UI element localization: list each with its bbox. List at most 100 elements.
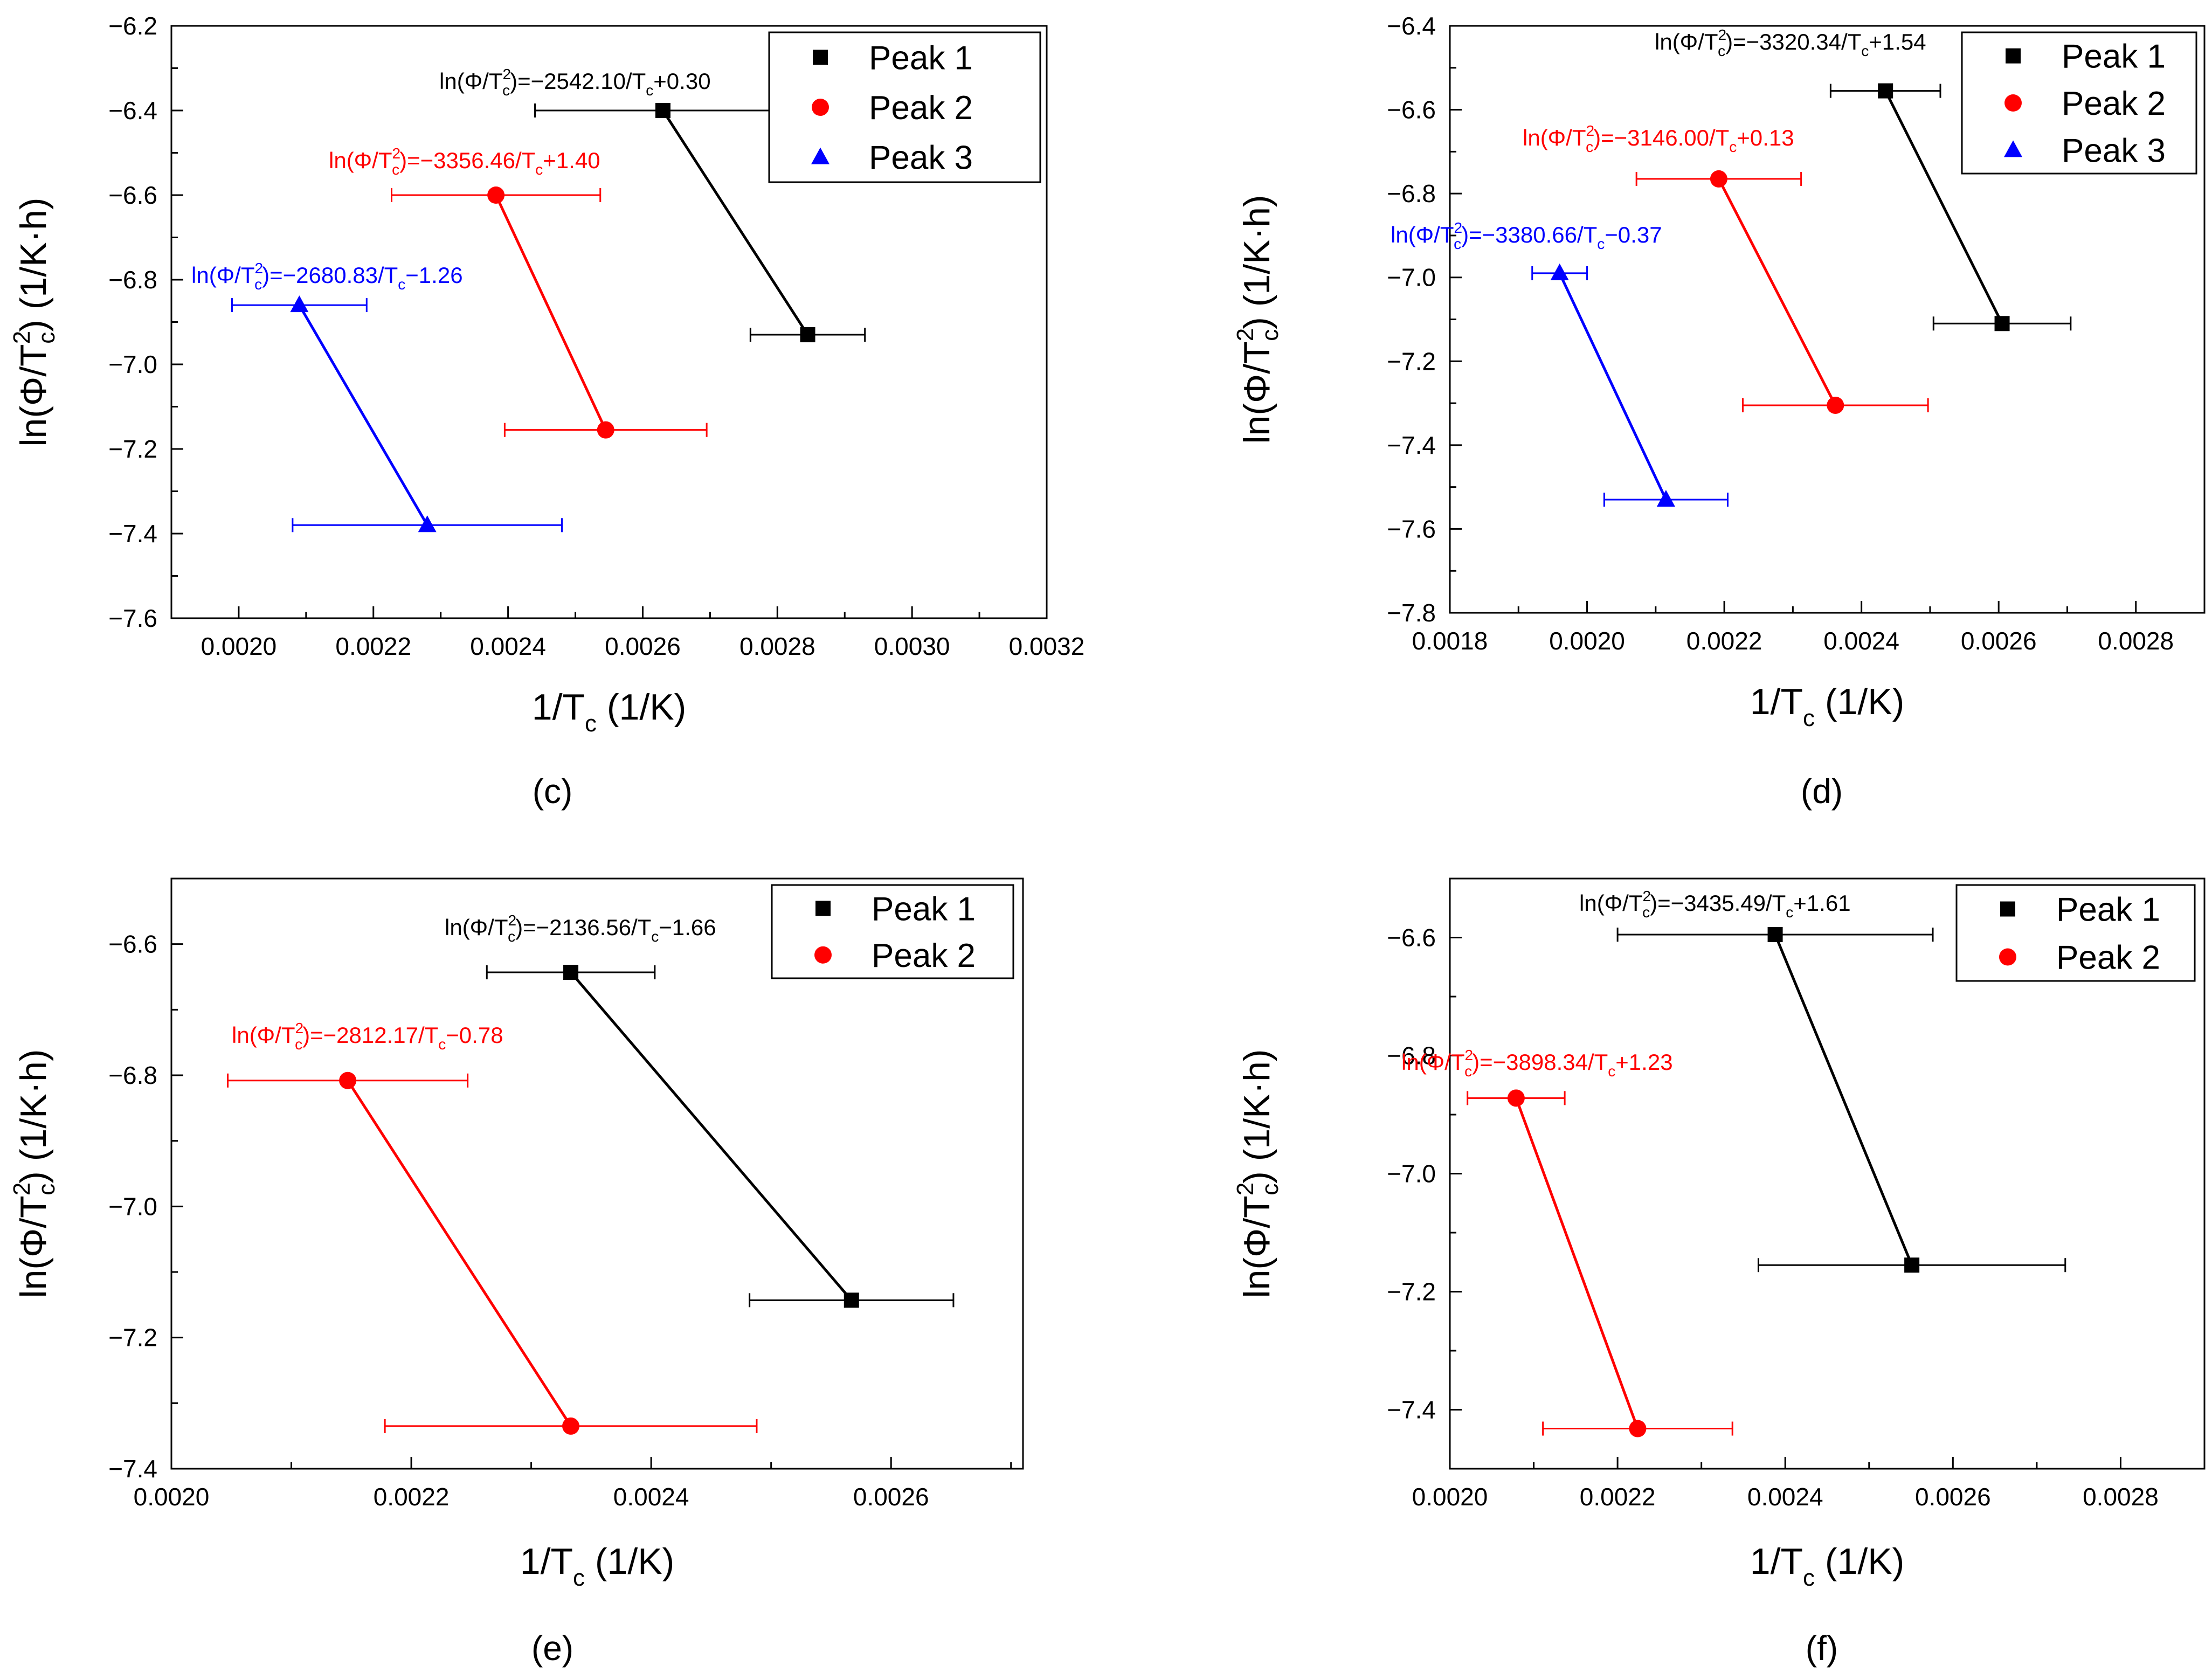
data-point (1994, 316, 2010, 331)
legend-marker (2006, 48, 2021, 64)
x-tick-label: 0.0024 (1823, 627, 1899, 655)
legend-label: Peak 1 (872, 890, 976, 928)
x-tick-label: 0.0022 (374, 1483, 450, 1511)
data-point (1656, 489, 1675, 507)
legend-marker (815, 901, 831, 916)
x-tick-label: 0.0018 (1412, 627, 1488, 655)
data-point (1507, 1089, 1525, 1107)
data-point (1550, 263, 1569, 280)
x-tick-label: 0.0020 (1549, 627, 1625, 655)
equation-label-2: ln(Φ/T2 c)=−3146.00/Tc+0.13 (1523, 122, 1794, 155)
x-axis-label: 1/Tc (1/K) (1750, 681, 1905, 731)
series-line (661, 109, 809, 336)
series-line (1558, 272, 1668, 501)
x-tick-label: 0.0026 (853, 1483, 929, 1511)
legend: Peak 1 Peak 2 (771, 884, 1014, 979)
legend-marker (2004, 140, 2022, 157)
legend: Peak 1 Peak 2 Peak 3 (1961, 31, 2197, 175)
x-tick-label: 0.0028 (739, 632, 815, 660)
equation-label-1: ln(Φ/T2 c)=−2136.56/Tc−1.66 (445, 912, 716, 945)
data-point (562, 1417, 580, 1435)
series-3 (231, 295, 563, 533)
data-point (339, 1071, 357, 1089)
x-tick-label: 0.0022 (1686, 627, 1762, 655)
x-tick-label: 0.0024 (613, 1483, 689, 1511)
data-point (597, 421, 614, 439)
legend-marker (1999, 948, 2016, 966)
y-tick-label: −6.6 (1387, 96, 1436, 124)
series-line (570, 971, 853, 1301)
x-tick-label: 0.0022 (1580, 1483, 1656, 1511)
legend-label: Peak 2 (2056, 939, 2160, 977)
x-tick-label: 0.0024 (470, 632, 546, 660)
y-tick-label: −6.8 (108, 1061, 157, 1089)
equation-label-2: ln(Φ/T2 c)=−3356.46/Tc+1.40 (329, 145, 600, 178)
y-tick-label: −7.0 (108, 1192, 157, 1220)
x-tick-label: 0.0020 (201, 632, 277, 660)
series-2 (390, 186, 708, 439)
x-tick-label: 0.0020 (1412, 1483, 1488, 1511)
series-1 (1829, 83, 2072, 331)
panel-label: (c) (533, 772, 573, 811)
y-tick-label: −6.6 (1387, 924, 1436, 952)
legend-label: Peak 2 (872, 937, 976, 974)
y-tick-label: −7.4 (1387, 1396, 1436, 1424)
x-axis-label: 1/Tc (1/K) (532, 687, 687, 737)
y-tick-label: −7.6 (1387, 515, 1436, 543)
series-line (298, 304, 428, 526)
data-point (1629, 1420, 1647, 1437)
legend-box (1955, 884, 2196, 982)
series-line (1774, 934, 1913, 1266)
equation-label-2: ln(Φ/T2 c)=−2812.17/Tc−0.78 (232, 1020, 503, 1053)
data-point (290, 295, 309, 313)
y-tick-label: −7.2 (108, 1324, 157, 1352)
data-point (1904, 1257, 1920, 1273)
legend-label: Peak 3 (2062, 132, 2166, 169)
legend-label: Peak 2 (869, 89, 973, 127)
series-3 (1531, 263, 1729, 507)
x-tick-label: 0.0020 (134, 1483, 210, 1511)
legend-label: Peak 1 (2062, 38, 2166, 75)
x-axis-label: 1/Tc (1/K) (520, 1541, 675, 1591)
y-axis-label: ln(Φ/T2c) (1/K·h) (9, 1049, 60, 1298)
data-point (844, 1292, 859, 1308)
legend-box (1961, 31, 2197, 175)
data-point (563, 964, 579, 980)
series-line (1884, 90, 2003, 324)
x-tick-label: 0.0030 (874, 632, 950, 660)
y-tick-label: −7.4 (108, 1455, 157, 1483)
legend-label: Peak 1 (2056, 891, 2160, 929)
data-point (418, 515, 437, 533)
x-tick-label: 0.0028 (2098, 627, 2174, 655)
series-line (1515, 1097, 1639, 1429)
equation-label-1: ln(Φ/T2 c)=−3435.49/Tc+1.61 (1579, 888, 1851, 921)
x-tick-label: 0.0026 (605, 632, 681, 660)
legend-label: Peak 3 (869, 140, 973, 177)
series-2 (1467, 1089, 1733, 1437)
y-tick-label: −6.8 (1387, 1042, 1436, 1070)
x-tick-label: 0.0032 (1009, 632, 1085, 660)
legend-marker (813, 50, 828, 65)
y-tick-label: −6.2 (108, 12, 157, 40)
equation-label-1: ln(Φ/T2 c)=−2542.10/Tc+0.30 (439, 66, 711, 99)
x-tick-label: 0.0022 (335, 632, 411, 660)
x-tick-label: 0.0028 (2083, 1483, 2159, 1511)
data-point (655, 103, 670, 118)
y-tick-label: −7.0 (1387, 264, 1436, 292)
x-tick-label: 0.0026 (1961, 627, 2037, 655)
legend-marker (811, 147, 830, 164)
y-tick-label: −6.8 (108, 266, 157, 294)
data-point (1878, 83, 1893, 99)
equation-label-2: ln(Φ/T2 c)=−3898.34/Tc+1.23 (1401, 1047, 1673, 1080)
legend-marker (814, 946, 832, 964)
legend-marker (812, 99, 829, 116)
series-line (494, 194, 607, 431)
panel-f: 0.0020 0.0022 0.0024 0.0026 0.0028 −7.4 −7.2 −7… (1232, 877, 2206, 1591)
y-tick-label: −7.0 (108, 350, 157, 378)
y-tick-label: −7.2 (1387, 1278, 1436, 1306)
panel-label: (f) (1806, 1629, 1838, 1668)
legend-label: Peak 1 (869, 39, 973, 77)
x-tick-label: 0.0024 (1747, 1483, 1823, 1511)
series-2 (227, 1071, 758, 1435)
